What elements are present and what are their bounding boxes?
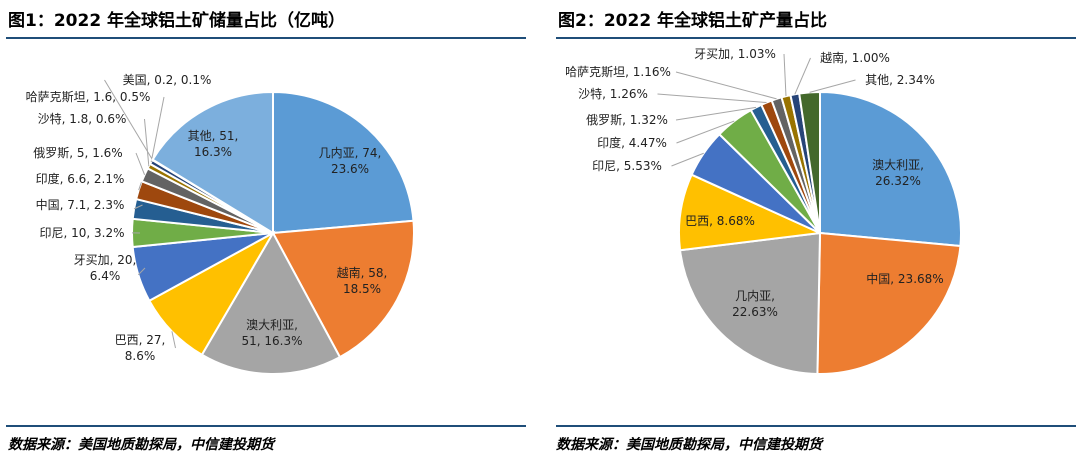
data-label: 俄罗斯, 1.32% xyxy=(586,113,668,127)
data-label: 巴西, 8.68% xyxy=(685,214,755,228)
pie-slice-2-11 xyxy=(798,90,821,234)
leader-line xyxy=(675,106,757,121)
leader-line xyxy=(657,93,767,104)
leader-line xyxy=(144,118,150,167)
data-label: 巴西, 27, 8.6% xyxy=(115,333,166,363)
pie-slice-2-0 xyxy=(819,90,962,248)
data-label: 中国, 23.68% xyxy=(866,271,943,286)
data-label: 越南, 58, 18.5% xyxy=(337,265,388,296)
data-label: 澳大利亚, 26.32% xyxy=(872,158,924,188)
source-note-1: 数据来源：美国地质勘探局，中信建投期货 xyxy=(8,437,274,453)
data-label: 中国, 7.1, 2.3% xyxy=(36,197,125,212)
data-label: 其他, 51, 16.3% xyxy=(188,129,239,159)
data-label: 牙买加, 20, 6.4% xyxy=(74,253,137,283)
pie-slice-2-1 xyxy=(816,231,962,375)
data-label: 印尼, 10, 3.2% xyxy=(39,226,124,240)
pie-slice-1-1 xyxy=(271,219,415,359)
pie-slice-1-12 xyxy=(151,90,274,235)
leader-line xyxy=(675,71,777,100)
data-label: 印度, 6.6, 2.1% xyxy=(36,171,125,186)
leader-line xyxy=(171,331,176,349)
pie-slice-2-2 xyxy=(678,231,822,375)
leader-line xyxy=(676,120,735,144)
chart1-title: 图1：2022 年全球铝土矿储量占比（亿吨） xyxy=(8,11,346,31)
leader-line xyxy=(671,152,704,167)
leader-line xyxy=(809,79,856,93)
data-label: 沙特, 1.8, 0.6% xyxy=(38,111,127,126)
chart2-title: 图2：2022 年全球铝土矿产量占比 xyxy=(558,11,828,31)
leader-line xyxy=(133,204,143,210)
leader-line xyxy=(137,267,146,276)
data-label: 美国, 0.2, 0.1% xyxy=(123,73,212,87)
data-label: 几内亚, 22.63% xyxy=(732,289,778,319)
data-label: 哈萨克斯坦, 1.16% xyxy=(565,65,671,79)
data-label: 几内亚, 74, 23.6% xyxy=(319,146,382,176)
data-label: 牙买加, 1.03% xyxy=(694,47,776,61)
title-rule-2 xyxy=(556,37,1076,39)
leader-line xyxy=(104,79,153,161)
title-rule-1 xyxy=(6,37,526,39)
source-note-2: 数据来源：美国地质勘探局，中信建投期货 xyxy=(556,437,822,453)
leader-line xyxy=(150,96,165,163)
pie-slice-1-2 xyxy=(200,230,342,375)
data-label: 沙特, 1.26% xyxy=(578,86,648,101)
bottom-rule-2 xyxy=(556,425,1076,427)
bottom-rule-1 xyxy=(6,425,526,427)
data-label: 俄罗斯, 5, 1.6% xyxy=(33,146,122,160)
data-label: 澳大利亚, 51, 16.3% xyxy=(241,318,302,348)
data-label: 印度, 4.47% xyxy=(597,135,667,150)
data-label: 越南, 1.00% xyxy=(820,50,890,65)
data-label: 哈萨克斯坦, 1.6, 0.5% xyxy=(26,90,151,104)
leader-line xyxy=(135,152,146,175)
data-label: 其他, 2.34% xyxy=(865,73,935,87)
leader-line xyxy=(794,57,811,95)
leader-line xyxy=(783,53,787,97)
data-label: 印尼, 5.53% xyxy=(592,159,662,173)
pie-slice-1-0 xyxy=(272,90,415,235)
